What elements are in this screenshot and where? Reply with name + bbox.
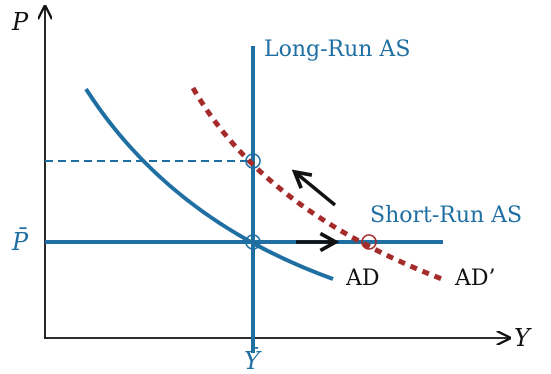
x-axis-label: Y: [514, 324, 532, 352]
ad-prime-curve: [190, 86, 443, 282]
new-equilibrium-marker: [361, 234, 377, 250]
p-bar-label: P̄: [11, 228, 29, 256]
arrow-up-left-icon: [296, 173, 337, 207]
ad-label: AD: [345, 266, 380, 291]
y-bar-label: Ȳ: [244, 347, 262, 374]
equilibrium-marker-short-run: [245, 153, 261, 169]
ad-curve: [84, 87, 334, 281]
y-axis-label: P: [11, 8, 29, 36]
ad-prime-label: AD’: [454, 266, 496, 291]
long-run-as-label: Long-Run AS: [264, 37, 410, 62]
short-run-as-label: Short-Run AS: [370, 203, 522, 228]
equilibrium-marker-long-run: [245, 234, 261, 250]
